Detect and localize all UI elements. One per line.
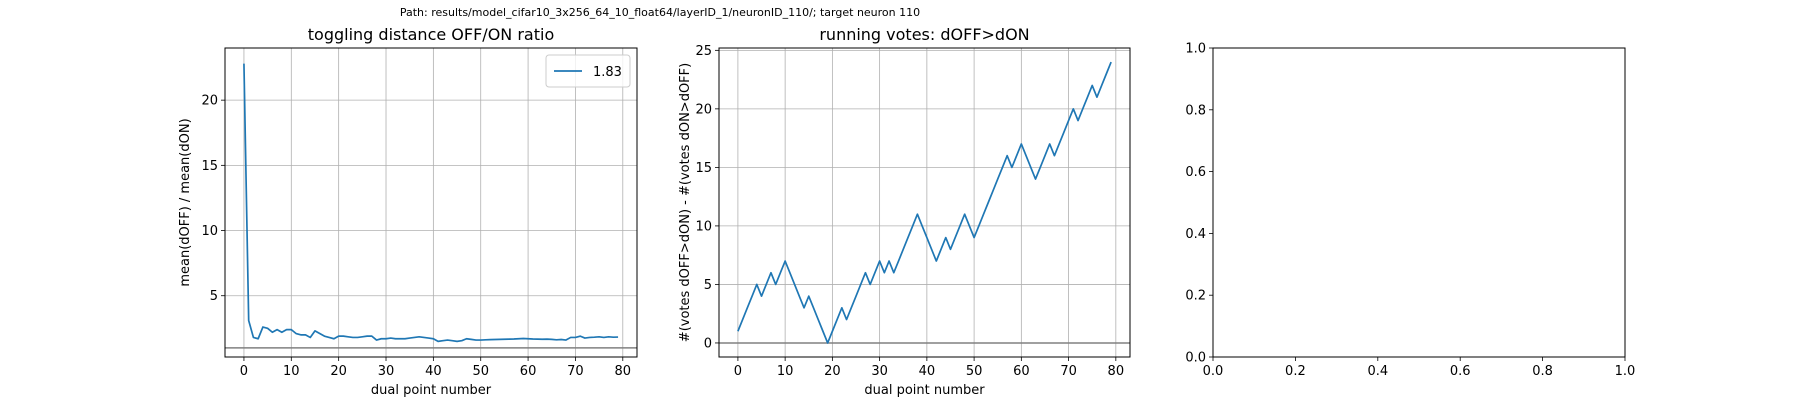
x-tick-label: 20 — [824, 364, 841, 379]
legend-entry: 1.83 — [593, 65, 622, 80]
x-tick-label: 40 — [425, 364, 442, 379]
x-tick-label: 10 — [777, 364, 794, 379]
figure-suptitle: Path: results/model_cifar10_3x256_64_10_… — [400, 6, 920, 19]
x-axis-label: dual point number — [371, 383, 492, 398]
chart-title: toggling distance OFF/ON ratio — [308, 25, 554, 44]
x-tick-label: 30 — [378, 364, 395, 379]
y-tick-label: 15 — [695, 161, 712, 176]
y-tick-label: 0.0 — [1185, 351, 1206, 366]
series-line-1 — [243, 63, 619, 343]
chart-panel-2: 0 10 20 30 40 50 60 70 80 0 5 10 15 20 25 running votes… — [678, 25, 1131, 398]
x-tick-label: 60 — [520, 364, 537, 379]
series-line-1 — [737, 61, 1112, 344]
axes-frame — [718, 47, 1131, 358]
y-tick-label: 20 — [695, 102, 712, 117]
y-tick-label: 25 — [695, 44, 712, 59]
y-tick-label: 20 — [201, 94, 218, 109]
y-tick-label: 0.8 — [1185, 103, 1206, 118]
x-tick-label: 70 — [567, 364, 584, 379]
y-tick-label: 0.2 — [1185, 289, 1206, 304]
x-tick-label: 10 — [283, 364, 300, 379]
x-tick-label: 60 — [1013, 364, 1030, 379]
chart-panel-3: 0.0 0.2 0.4 0.6 0.8 1.0 0.0 0.2 0.4 0.6 0.8 1.0 — [1185, 42, 1635, 380]
chart-title: running votes: dOFF>dON — [819, 25, 1029, 44]
x-tick-label: 1.0 — [1615, 364, 1636, 379]
x-tick-label: 80 — [1108, 364, 1125, 379]
y-axis-label: mean(dOFF) / mean(dON) — [178, 118, 193, 286]
y-axis-label: #(votes dOFF>dON) - #(votes dON>dOFF) — [678, 63, 693, 342]
x-tick-label: 20 — [330, 364, 347, 379]
y-tick-label: 15 — [201, 159, 218, 174]
x-tick-label: 0 — [240, 364, 248, 379]
x-tick-label: 0.8 — [1532, 364, 1553, 379]
x-tick-label: 70 — [1060, 364, 1077, 379]
x-tick-label: 0.6 — [1450, 364, 1471, 379]
y-tick-label: 10 — [695, 219, 712, 234]
axes-frame — [224, 47, 638, 358]
y-tick-label: 1.0 — [1185, 42, 1206, 57]
y-tick-label: 0 — [704, 336, 712, 351]
x-tick-label: 40 — [919, 364, 936, 379]
chart-panel-1: 0 10 20 30 40 50 60 70 80 5 10 15 20 toggling distanc… — [178, 25, 638, 398]
x-tick-label: 50 — [472, 364, 489, 379]
y-tick-label: 5 — [210, 289, 218, 304]
y-tick-label: 10 — [201, 224, 218, 239]
y-tick-label: 0.4 — [1185, 227, 1206, 242]
axes-frame — [1212, 47, 1626, 358]
y-tick-label: 5 — [704, 278, 712, 293]
x-tick-label: 0.2 — [1285, 364, 1306, 379]
legend: 1.83 — [545, 54, 631, 88]
x-axis-label: dual point number — [864, 383, 985, 398]
x-tick-label: 50 — [966, 364, 983, 379]
legend-box — [545, 54, 631, 88]
x-tick-label: 0 — [734, 364, 742, 379]
x-tick-label: 0.0 — [1203, 364, 1224, 379]
x-tick-label: 80 — [615, 364, 632, 379]
x-tick-label: 0.4 — [1367, 364, 1388, 379]
y-tick-label: 0.6 — [1185, 165, 1206, 180]
x-tick-label: 30 — [871, 364, 888, 379]
